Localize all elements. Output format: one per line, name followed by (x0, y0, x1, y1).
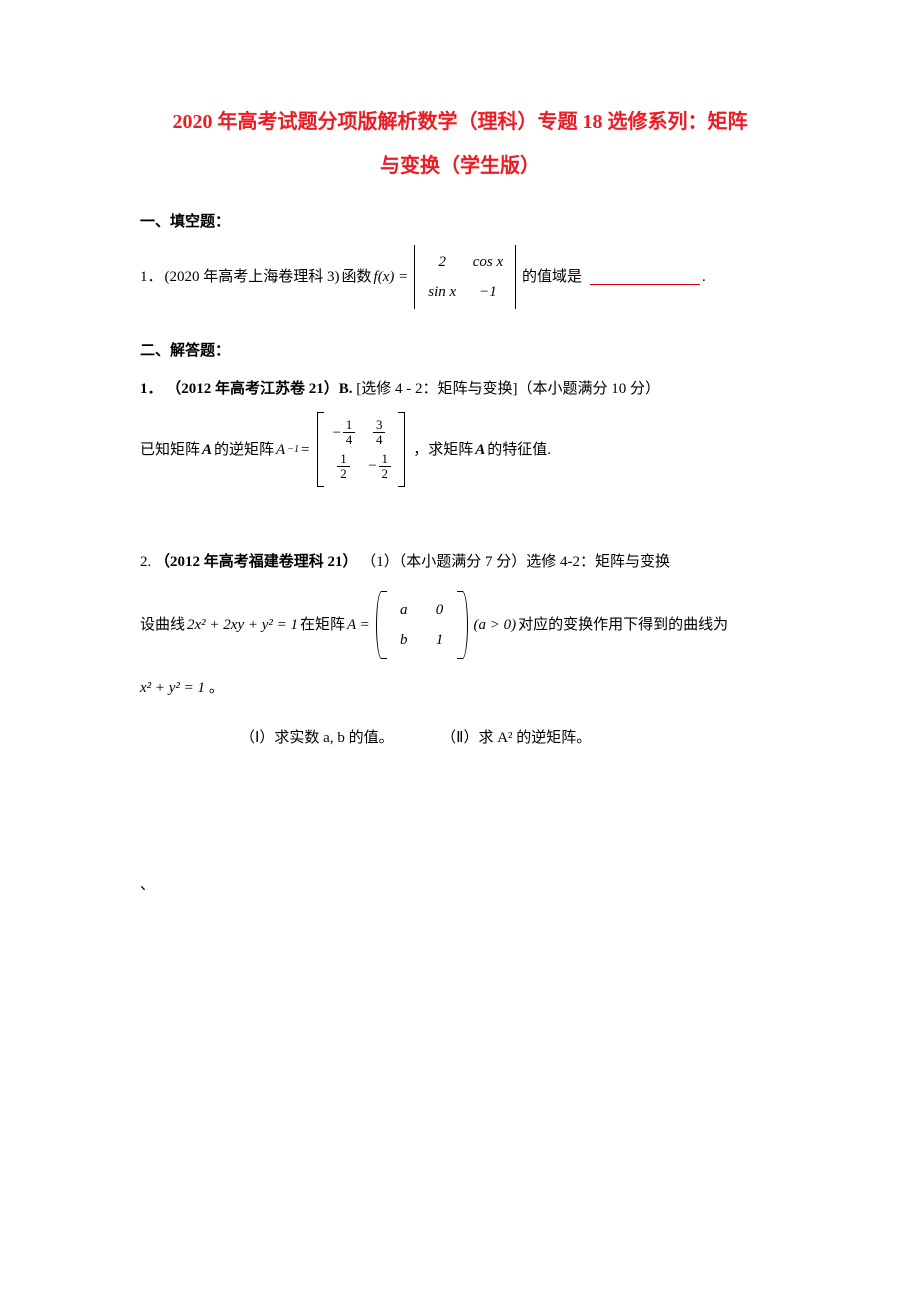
det-r1c1: 2 (421, 247, 463, 277)
problem-1: 1． (2020 年高考上海卷理科 3) 函数 f(x) = 2 cos x s… (140, 245, 780, 309)
p2-suffix3: 的特征值. (487, 435, 551, 465)
problem-3: 2. （2012 年高考福建卷理科 21） （1）（本小题满分 7 分）选修 4… (140, 547, 780, 753)
p3-matrix: a 0 b 1 (376, 591, 468, 659)
p1-determinant: 2 cos x sin x −1 (414, 245, 516, 309)
p2-suffix: ，求矩阵 (413, 435, 473, 465)
section-answer-heading: 二、解答题： (140, 339, 780, 360)
document-title: 2020 年高考试题分项版解析数学（理科）专题 18 选修系列：矩阵 与变换（学… (140, 100, 780, 188)
p3-period: 。 (209, 680, 224, 696)
p3-cond: (a > 0) (474, 610, 517, 640)
p2-line2-prefix: 已知矩阵 (140, 435, 200, 465)
p2-Ainv: A (276, 435, 285, 465)
det-r1c2: cos x (467, 247, 509, 277)
p1-period: . (702, 262, 706, 292)
p1-number: 1． (140, 262, 163, 292)
pm-r1c1: a (388, 599, 420, 621)
p3-part1: （1）（本小题满分 7 分）选修 4-2：矩阵与变换 (361, 554, 670, 570)
pm-r1c2: 0 (424, 599, 456, 621)
pm-r2c2: 1 (424, 629, 456, 651)
det-r2c2: −1 (467, 277, 509, 307)
p3-sub2: （Ⅱ）求 A² 的逆矩阵。 (441, 730, 591, 746)
p1-func: f(x) = (374, 262, 409, 292)
p2-eq: = (301, 435, 309, 465)
title-line-2: 与变换（学生版） (140, 144, 780, 188)
p2-suffix2: A (475, 435, 485, 465)
m-r2c2: −12 (363, 450, 395, 484)
p3-number: 2. (140, 554, 155, 570)
m-r1c2: 34 (363, 416, 395, 450)
section-fill-heading: 一、填空题： (140, 210, 780, 231)
problem-2: 1． （2012 年高考江苏卷 21）B. [选修 4 - 2：矩阵与变换]（本… (140, 374, 780, 487)
p3-after: 对应的变换作用下得到的曲线为 (518, 610, 728, 640)
stray-mark: 、 (140, 873, 780, 894)
m-r1c1: −14 (327, 416, 359, 450)
p3-in-text: 在矩阵 (300, 610, 345, 640)
p3-subproblems: （Ⅰ）求实数 a, b 的值。 （Ⅱ）求 A² 的逆矩阵。 (240, 723, 780, 753)
p2-inv-label: 的逆矩阵 (214, 435, 274, 465)
p1-blank (590, 270, 700, 285)
p2-matrix: −14 34 12 −12 (317, 412, 405, 487)
p2-source: （2012 年高考江苏卷 21）B. (166, 381, 356, 397)
p2-A: A (202, 435, 212, 465)
p3-curve2: x² + y² = 1 (140, 680, 205, 696)
p1-prefix: 函数 (342, 262, 372, 292)
pm-r2c1: b (388, 629, 420, 651)
m-r2c1: 12 (327, 450, 359, 484)
p2-inv-sup: −1 (287, 440, 299, 460)
title-line-1: 2020 年高考试题分项版解析数学（理科）专题 18 选修系列：矩阵 (140, 100, 780, 144)
p3-A: A = (347, 610, 370, 640)
p1-suffix: 的值域是 (522, 262, 582, 292)
p3-line2-prefix: 设曲线 (140, 610, 185, 640)
p3-curve1: 2x² + 2xy + y² = 1 (187, 610, 298, 640)
det-r2c1: sin x (421, 277, 463, 307)
p2-number: 1． (140, 381, 163, 397)
p1-source: (2020 年高考上海卷理科 3) (165, 262, 340, 292)
p3-sub1: （Ⅰ）求实数 a, b 的值。 (240, 730, 394, 746)
p3-source: （2012 年高考福建卷理科 21） (155, 554, 358, 570)
p2-bracket: [选修 4 - 2：矩阵与变换]（本小题满分 10 分） (356, 381, 660, 397)
